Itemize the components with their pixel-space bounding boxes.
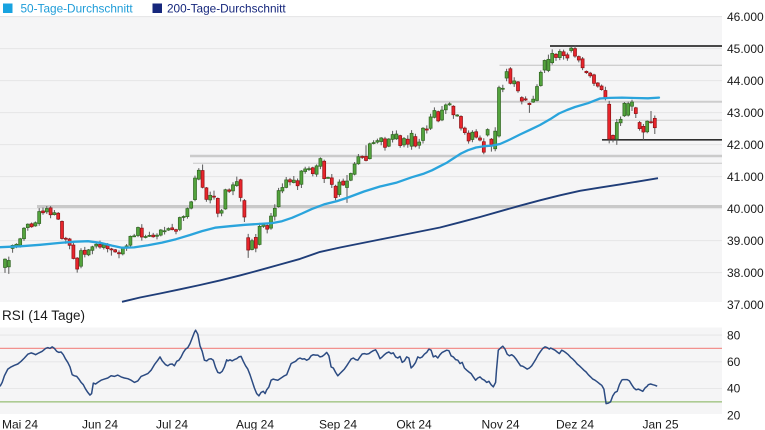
svg-text:43.000: 43.000: [727, 106, 764, 120]
svg-text:45.000: 45.000: [727, 42, 764, 56]
svg-text:RSI (14 Tage): RSI (14 Tage): [2, 308, 85, 323]
svg-text:37.000: 37.000: [727, 298, 764, 312]
svg-text:41.000: 41.000: [727, 170, 764, 184]
svg-text:Sep 24: Sep 24: [319, 418, 357, 430]
svg-text:50-Tage-Durchschnitt: 50-Tage-Durchschnitt: [21, 2, 134, 16]
svg-text:40: 40: [727, 382, 741, 396]
svg-text:200-Tage-Durchschnitt: 200-Tage-Durchschnitt: [167, 2, 286, 16]
svg-text:Jun 24: Jun 24: [82, 418, 118, 430]
svg-text:38.000: 38.000: [727, 266, 764, 280]
svg-text:Aug 24: Aug 24: [236, 418, 274, 430]
svg-text:Mai 24: Mai 24: [2, 418, 38, 430]
svg-text:46.000: 46.000: [727, 10, 764, 24]
svg-text:80: 80: [727, 328, 741, 342]
svg-text:Jan 25: Jan 25: [642, 418, 678, 430]
svg-text:60: 60: [727, 355, 741, 369]
svg-text:Nov 24: Nov 24: [481, 418, 519, 430]
svg-text:Jul 24: Jul 24: [156, 418, 188, 430]
svg-text:39.000: 39.000: [727, 234, 764, 248]
svg-text:40.000: 40.000: [727, 202, 764, 216]
svg-text:44.000: 44.000: [727, 74, 764, 88]
svg-text:20: 20: [727, 408, 741, 422]
svg-text:Okt 24: Okt 24: [396, 418, 432, 430]
svg-text:42.000: 42.000: [727, 138, 764, 152]
svg-text:Dez 24: Dez 24: [556, 418, 594, 430]
